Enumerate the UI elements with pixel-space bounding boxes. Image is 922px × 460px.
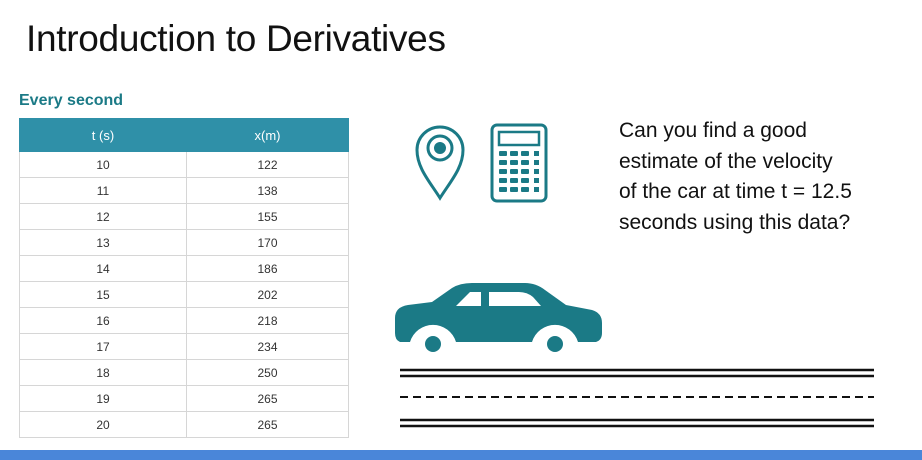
bottom-accent-bar (0, 450, 922, 460)
table-row: 12 155 (19, 203, 349, 230)
position-cell: 250 (186, 359, 349, 386)
table-row: 10 122 (19, 151, 349, 178)
table-row: 16 218 (19, 307, 349, 334)
slide-title: Introduction to Derivatives (26, 18, 446, 59)
question-line: of the car at time t = 12.5 (619, 180, 852, 203)
position-cell: 186 (186, 255, 349, 282)
column-header-time: t (s) (19, 118, 187, 152)
calculator-icon (490, 123, 548, 203)
table-caption: Every second (19, 92, 124, 109)
road-lines (400, 368, 874, 428)
time-cell: 20 (19, 411, 187, 438)
table-row: 14 186 (19, 255, 349, 282)
table-row: 20 265 (19, 411, 349, 438)
question-line: Can you find a good (619, 119, 807, 142)
time-cell: 14 (19, 255, 187, 282)
time-cell: 10 (19, 151, 187, 178)
position-table: t (s) x(m) 10 122 11 138 12 155 13 170 14 186… (19, 118, 349, 438)
table-row: 11 138 (19, 177, 349, 204)
time-cell: 11 (19, 177, 187, 204)
question-line: seconds using this data? (619, 210, 851, 234)
question-line: estimate of the velocity (619, 149, 833, 173)
position-cell: 265 (186, 411, 349, 438)
table-row: 13 170 (19, 229, 349, 256)
car-icon (395, 283, 602, 359)
location-pin-icon (415, 125, 465, 201)
question-text: Can you find a good estimate of the velo… (619, 116, 909, 238)
table-row: 17 234 (19, 333, 349, 360)
position-cell: 138 (186, 177, 349, 204)
position-cell: 202 (186, 281, 349, 308)
position-cell: 218 (186, 307, 349, 334)
